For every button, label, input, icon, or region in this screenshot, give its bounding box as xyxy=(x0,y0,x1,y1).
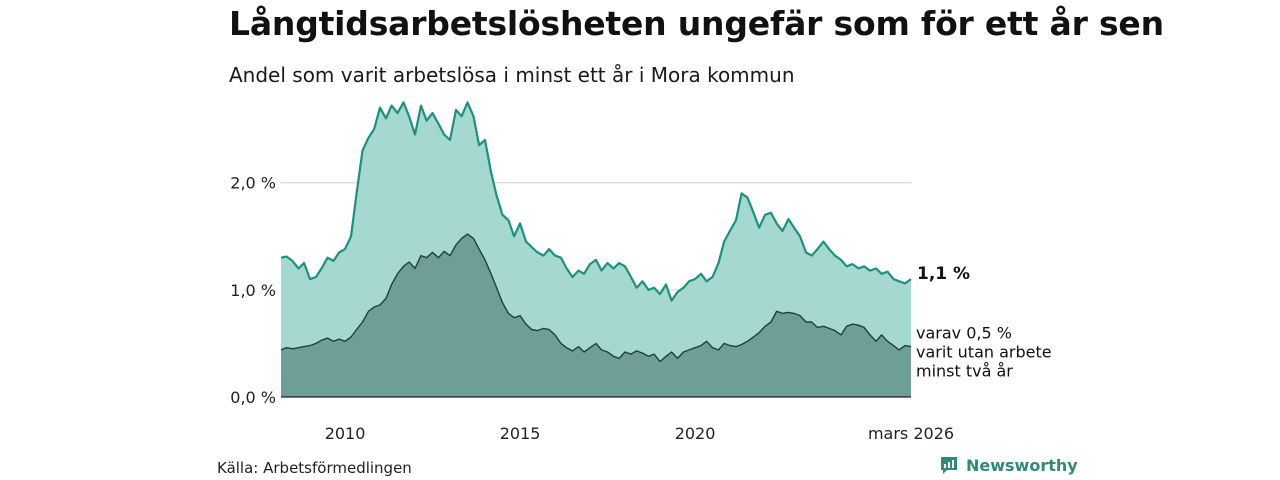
chart-subtitle: Andel som varit arbetslösa i minst ett å… xyxy=(229,63,795,87)
x-tick-label: 2010 xyxy=(325,424,366,443)
y-tick-label: 1,0 % xyxy=(230,281,276,300)
y-tick-label: 2,0 % xyxy=(230,174,276,193)
x-axis-ticks: 2010 2015 2020 mars 2026 xyxy=(325,424,954,443)
line-two-years-unemployed xyxy=(280,233,912,363)
brand-name: Newsworthy xyxy=(966,455,1078,475)
line-total-unemployed xyxy=(280,101,912,302)
end-label-two-years-line: varit utan arbete xyxy=(916,343,1052,362)
area-two-years-unemployed xyxy=(281,234,911,397)
y-tick-label: 0,0 % xyxy=(230,388,276,407)
y-axis-ticks: 0,0 % 1,0 % 2,0 % xyxy=(230,174,276,407)
x-tick-label: mars 2026 xyxy=(868,424,954,443)
end-label-total: 1,1 % xyxy=(917,264,970,284)
x-tick-label: 2020 xyxy=(675,424,716,443)
x-tick-label: 2015 xyxy=(500,424,541,443)
end-label-two-years-line: varav 0,5 % xyxy=(916,324,1012,343)
source-note: Källa: Arbetsförmedlingen xyxy=(217,459,412,477)
end-label-two-years-line: minst två år xyxy=(916,362,1013,381)
brand-logo[interactable]: Newsworthy xyxy=(939,455,1078,475)
chart-title: Långtidsarbetslösheten ungefär som för e… xyxy=(229,4,1164,43)
newsworthy-logo-icon xyxy=(941,457,957,474)
